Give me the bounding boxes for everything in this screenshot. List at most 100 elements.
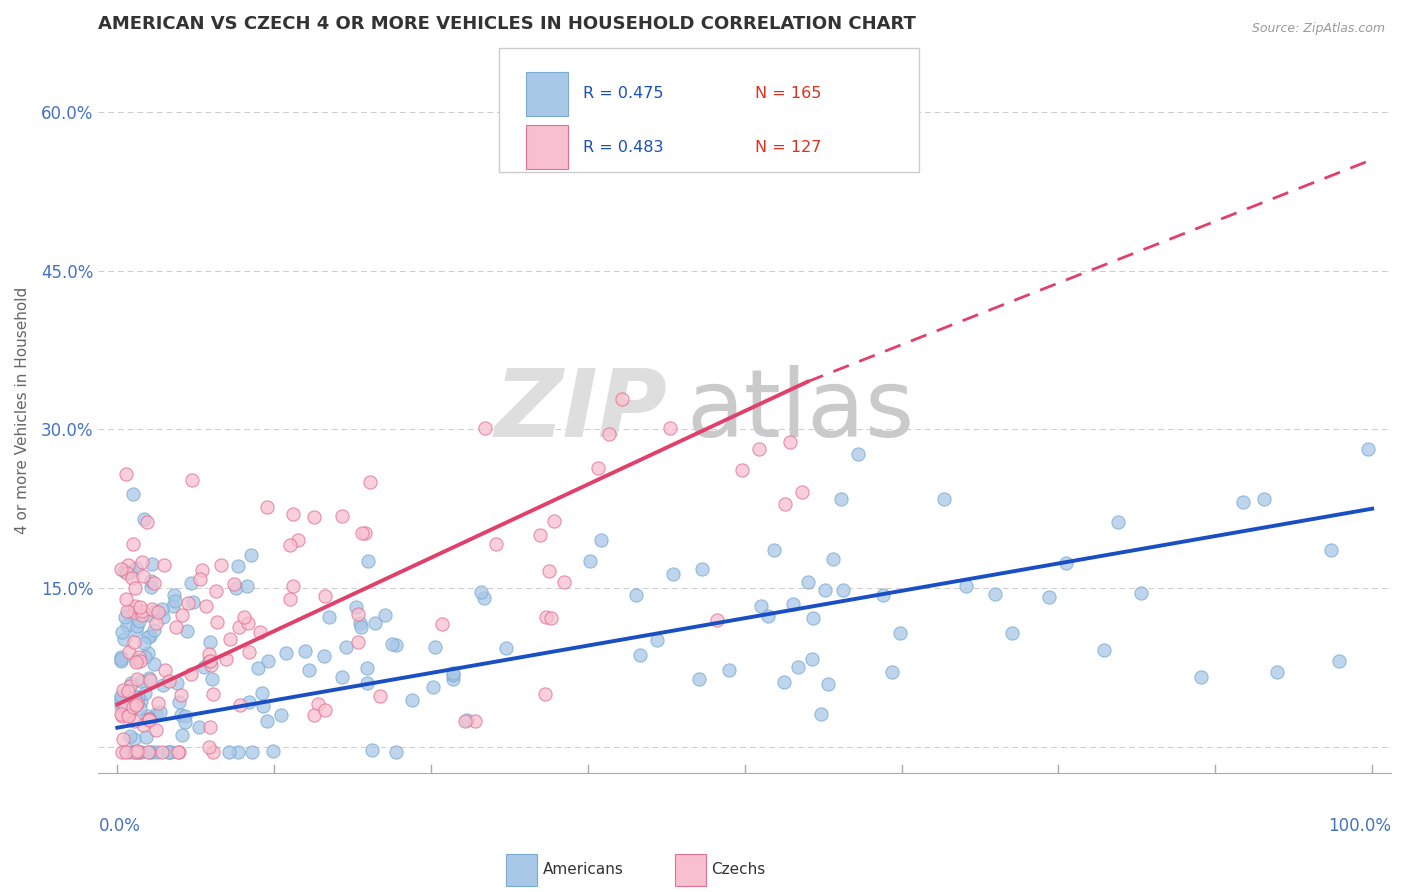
Point <box>121 571 143 585</box>
Point <box>1319 543 1341 558</box>
Point <box>364 616 387 631</box>
Point <box>152 610 174 624</box>
Point <box>118 729 141 743</box>
Point <box>803 611 825 625</box>
Point <box>143 575 166 590</box>
Point <box>731 463 754 477</box>
Point <box>124 581 146 595</box>
Text: AMERICAN VS CZECH 4 OR MORE VEHICLES IN HOUSEHOLD CORRELATION CHART: AMERICAN VS CZECH 4 OR MORE VEHICLES IN … <box>98 15 917 33</box>
Point <box>454 714 477 728</box>
Point <box>423 640 446 654</box>
Point <box>198 654 221 668</box>
Point <box>132 636 155 650</box>
Point <box>1327 654 1350 668</box>
Point <box>127 672 149 686</box>
Point <box>111 708 134 723</box>
Point <box>832 583 855 598</box>
Point <box>225 581 247 595</box>
Point <box>1253 492 1275 507</box>
Point <box>180 666 202 681</box>
Point <box>314 589 336 603</box>
Text: Americans: Americans <box>543 863 624 877</box>
Point <box>114 632 136 646</box>
Point <box>150 601 173 615</box>
Point <box>170 728 193 742</box>
Point <box>125 655 148 669</box>
Point <box>131 569 153 583</box>
Point <box>127 696 149 710</box>
Point <box>773 674 796 689</box>
Point <box>307 697 329 711</box>
Point <box>472 591 495 605</box>
Point <box>128 599 150 614</box>
Point <box>128 614 150 628</box>
Point <box>1357 442 1379 457</box>
Point <box>131 555 153 569</box>
Point <box>588 461 610 475</box>
Point <box>219 632 242 647</box>
Point <box>353 525 375 540</box>
Point <box>153 558 176 572</box>
Point <box>122 605 145 619</box>
Point <box>198 720 221 734</box>
Point <box>718 664 741 678</box>
Point <box>350 620 373 634</box>
Point <box>174 709 197 723</box>
Point <box>287 533 309 547</box>
Point <box>209 558 232 573</box>
Point <box>170 708 193 723</box>
Point <box>226 745 249 759</box>
Point <box>302 509 325 524</box>
Point <box>115 467 138 481</box>
Point <box>274 646 297 660</box>
Point <box>662 567 685 582</box>
FancyBboxPatch shape <box>499 48 920 171</box>
Point <box>246 661 269 675</box>
Point <box>141 580 163 594</box>
Point <box>118 679 141 693</box>
Point <box>229 698 252 712</box>
Point <box>129 673 152 688</box>
Point <box>830 492 852 507</box>
Point <box>115 604 138 618</box>
Point <box>464 714 486 728</box>
Point <box>118 745 141 759</box>
Point <box>356 676 378 690</box>
Text: ZIP: ZIP <box>495 365 668 457</box>
Point <box>162 599 184 613</box>
Point <box>110 691 132 706</box>
Point <box>202 687 225 701</box>
Point <box>127 745 149 759</box>
Point <box>145 616 167 631</box>
Point <box>534 610 557 624</box>
Point <box>110 649 132 664</box>
Point <box>281 507 304 521</box>
Point <box>589 533 612 548</box>
Point <box>256 654 278 668</box>
Point <box>202 745 225 759</box>
Point <box>347 635 370 649</box>
Point <box>335 640 357 654</box>
Point <box>125 653 148 667</box>
Point <box>163 593 186 607</box>
Point <box>145 707 167 722</box>
Point <box>1265 665 1288 680</box>
Point <box>122 635 145 649</box>
Point <box>152 678 174 692</box>
Point <box>385 745 408 759</box>
Point <box>148 605 170 619</box>
Text: Czechs: Czechs <box>711 863 766 877</box>
Point <box>160 745 183 759</box>
Point <box>110 706 132 721</box>
Text: 100.0%: 100.0% <box>1329 817 1391 835</box>
Point <box>889 625 911 640</box>
Point <box>110 561 132 575</box>
Point <box>114 700 136 714</box>
Point <box>122 537 145 551</box>
Point <box>128 650 150 665</box>
Point <box>170 688 193 702</box>
Point <box>125 619 148 633</box>
Point <box>157 745 180 759</box>
Point <box>132 718 155 732</box>
Point <box>201 672 224 686</box>
